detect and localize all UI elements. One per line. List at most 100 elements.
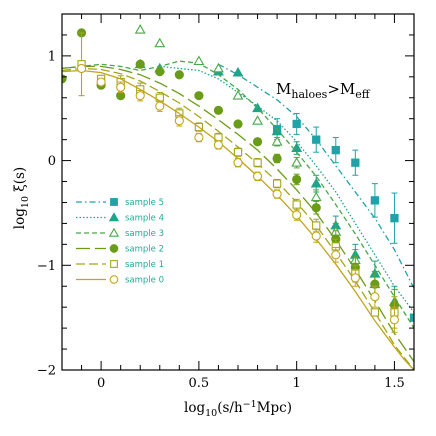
model-line-1 xyxy=(159,65,414,313)
x-tick-label: 1 xyxy=(293,376,301,391)
legend-item-sample-3: sample 3 xyxy=(76,227,164,239)
x-axis-label-end: Mpc) xyxy=(257,400,292,416)
x-axis-label-rest: (s/h xyxy=(217,400,243,416)
legend-marker xyxy=(110,198,118,206)
legend-marker xyxy=(108,227,120,237)
data-point-0-3 xyxy=(331,145,340,155)
series-layer xyxy=(62,24,414,370)
y-axis-label: log10 ξ(s) xyxy=(12,167,31,229)
legend-item-sample-2: sample 2 xyxy=(76,244,164,255)
data-point-4-10 xyxy=(272,179,282,188)
data-point-3-12 xyxy=(292,174,302,185)
y-tick-label: 0 xyxy=(48,154,56,169)
legend-label: sample 4 xyxy=(125,214,164,224)
data-point-3-7 xyxy=(194,91,204,101)
data-point-3-9 xyxy=(233,119,243,129)
legend-marker xyxy=(110,260,118,268)
ticks-layer: 0 0.5 1 1.5 −2 −1 0 1 xyxy=(37,13,415,391)
legend-item-sample-4: sample 4 xyxy=(76,212,164,224)
legend-marker xyxy=(109,244,119,253)
data-point-3-10 xyxy=(252,137,263,147)
data-point-0-5 xyxy=(370,196,380,205)
x-axis-label-sup: −1 xyxy=(243,399,257,410)
legend-marker xyxy=(109,275,119,284)
data-point-0-4 xyxy=(351,158,360,167)
data-point-5-5 xyxy=(174,116,184,126)
data-point-5-6 xyxy=(194,132,204,143)
data-point-5-13 xyxy=(331,250,341,260)
series-sample-3 xyxy=(62,24,414,329)
data-point-2-1 xyxy=(154,37,166,48)
model-line-5 xyxy=(62,69,414,370)
legend-label: sample 3 xyxy=(125,229,164,239)
legend: sample 5 sample 4 sample 3 sample 2 sample 1… xyxy=(76,198,164,286)
data-point-5-9 xyxy=(252,171,263,181)
series-sample-5 xyxy=(218,63,414,322)
data-point-3-13 xyxy=(311,203,321,213)
data-point-2-3 xyxy=(212,62,224,73)
data-point-0-2 xyxy=(312,135,321,144)
y-axis-label-sub: 10 xyxy=(20,196,31,208)
data-point-2-0 xyxy=(134,24,146,34)
data-point-0-1 xyxy=(292,119,301,129)
data-point-5-12 xyxy=(311,231,321,241)
data-point-2-7 xyxy=(291,157,303,167)
data-point-2-6 xyxy=(271,136,283,146)
series-sample-0 xyxy=(62,63,414,370)
data-point-5-8 xyxy=(233,158,243,168)
annotation-main: M xyxy=(276,80,291,98)
x-axis-label: log10(s/h−1Mpc) xyxy=(184,399,292,419)
data-point-4-15 xyxy=(370,308,380,317)
data-point-3-11 xyxy=(272,153,282,164)
data-point-1-5 xyxy=(271,125,283,136)
data-point-4-9 xyxy=(253,158,262,167)
model-line-2 xyxy=(62,60,414,329)
data-point-4-8 xyxy=(233,148,243,157)
y-tick-label: −1 xyxy=(37,259,56,274)
x-axis-label-sub: 10 xyxy=(205,408,217,419)
data-point-5-7 xyxy=(213,140,224,150)
legend-label: sample 2 xyxy=(125,245,164,255)
x-axis-label-main: log xyxy=(184,400,205,416)
data-point-1-3 xyxy=(232,67,244,77)
y-axis-label-main: log xyxy=(12,208,28,229)
data-point-3-5 xyxy=(155,66,165,77)
data-point-3-8 xyxy=(213,105,224,115)
legend-item-sample-0: sample 0 xyxy=(76,275,164,286)
data-point-5-15 xyxy=(370,292,380,302)
y-tick-label: −2 xyxy=(37,364,56,379)
data-point-4-12 xyxy=(312,221,321,230)
data-point-5-4 xyxy=(155,101,165,111)
x-tick-label: 0.5 xyxy=(189,376,210,391)
series-sample-2 xyxy=(62,28,414,362)
data-point-5-1 xyxy=(96,77,106,87)
data-point-5-3 xyxy=(135,91,145,101)
annotation: Mhaloes>Meff xyxy=(276,80,371,101)
data-point-5-16 xyxy=(389,315,400,325)
y-axis-label-rest: ξ(s) xyxy=(12,167,28,196)
x-tick-label: 0 xyxy=(97,376,105,391)
data-point-2-4 xyxy=(232,90,244,100)
data-point-5-11 xyxy=(292,210,302,220)
data-point-3-6 xyxy=(174,70,184,80)
legend-label: sample 1 xyxy=(125,260,164,270)
data-point-0-6 xyxy=(390,214,399,223)
legend-item-sample-5: sample 5 xyxy=(76,198,164,208)
annotation-mid: >M xyxy=(327,80,355,98)
data-point-5-0 xyxy=(76,63,87,74)
data-point-2-2 xyxy=(193,55,205,66)
data-point-2-5 xyxy=(252,115,264,125)
annotation-sub2: eff xyxy=(355,88,371,101)
legend-label: sample 5 xyxy=(125,198,164,208)
data-point-3-4 xyxy=(135,59,145,69)
data-point-5-2 xyxy=(116,82,126,92)
data-point-1-7 xyxy=(310,178,322,188)
legend-item-sample-1: sample 1 xyxy=(76,260,164,270)
annotation-sub1: haloes xyxy=(291,88,327,101)
legend-label: sample 0 xyxy=(125,276,164,286)
data-point-5-10 xyxy=(272,189,282,199)
series-sample-4 xyxy=(134,58,414,319)
data-point-4-11 xyxy=(292,200,301,209)
data-point-2-8 xyxy=(310,191,322,202)
